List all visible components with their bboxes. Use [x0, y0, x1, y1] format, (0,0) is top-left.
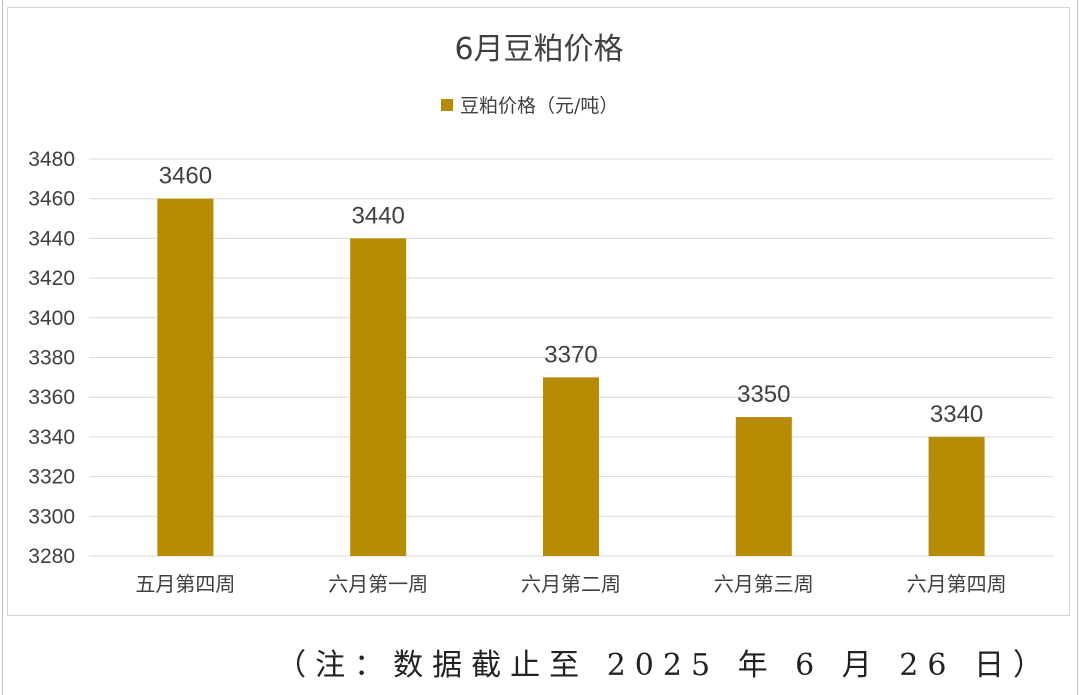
data-label: 3440	[352, 202, 405, 229]
y-tick-label: 3320	[28, 466, 75, 489]
y-tick-label: 3440	[28, 227, 75, 250]
footnote: （注：数据截止至 2025 年 6 月 26 日）	[276, 648, 1052, 683]
bar	[157, 198, 214, 556]
legend: 豆粕价格（元/吨）	[441, 95, 618, 117]
y-tick-label: 3300	[28, 505, 75, 528]
y-axis-ticks: 3280 3300 3320 3340 3360 3380 3400 3420 3440 3460…	[28, 148, 75, 568]
y-tick-label: 3460	[28, 188, 75, 211]
bar-chart: 6月豆粕价格 豆粕价格（元/吨） 3280 3300 3320 3340 3360 338…	[28, 32, 1053, 596]
chart-area: 6月豆粕价格 豆粕价格（元/吨） 3280 3300 3320 3340 3360 338…	[7, 7, 1070, 616]
legend-label: 豆粕价格（元/吨）	[460, 95, 618, 117]
data-label: 3350	[737, 381, 790, 408]
data-label: 3370	[544, 341, 597, 368]
bar	[928, 436, 985, 556]
right-border-line	[1077, 0, 1078, 695]
category-label: 五月第四周	[135, 572, 235, 596]
bars	[157, 198, 985, 556]
category-label: 六月第二周	[521, 572, 621, 596]
bar	[350, 238, 407, 556]
y-tick-label: 3420	[28, 267, 75, 290]
y-tick-label: 3380	[28, 347, 75, 370]
x-axis-categories: 五月第四周 六月第一周 六月第二周 六月第三周 六月第四周	[135, 572, 1006, 596]
chart-title: 6月豆粕价格	[454, 32, 623, 67]
data-label: 3460	[159, 163, 212, 190]
category-label: 六月第三周	[714, 572, 814, 596]
data-label: 3340	[930, 401, 983, 428]
data-labels: 3460 3440 3370 3350 3340	[159, 163, 984, 428]
y-tick-label: 3280	[28, 545, 75, 568]
y-tick-label: 3360	[28, 386, 75, 409]
y-tick-label: 3340	[28, 426, 75, 449]
bar	[543, 377, 599, 556]
y-tick-label: 3400	[28, 307, 75, 330]
category-label: 六月第四周	[907, 572, 1007, 596]
legend-swatch	[441, 99, 453, 111]
left-border-line	[2, 0, 3, 695]
y-tick-label: 3480	[28, 148, 75, 171]
bar	[735, 417, 792, 556]
category-label: 六月第一周	[328, 572, 428, 596]
